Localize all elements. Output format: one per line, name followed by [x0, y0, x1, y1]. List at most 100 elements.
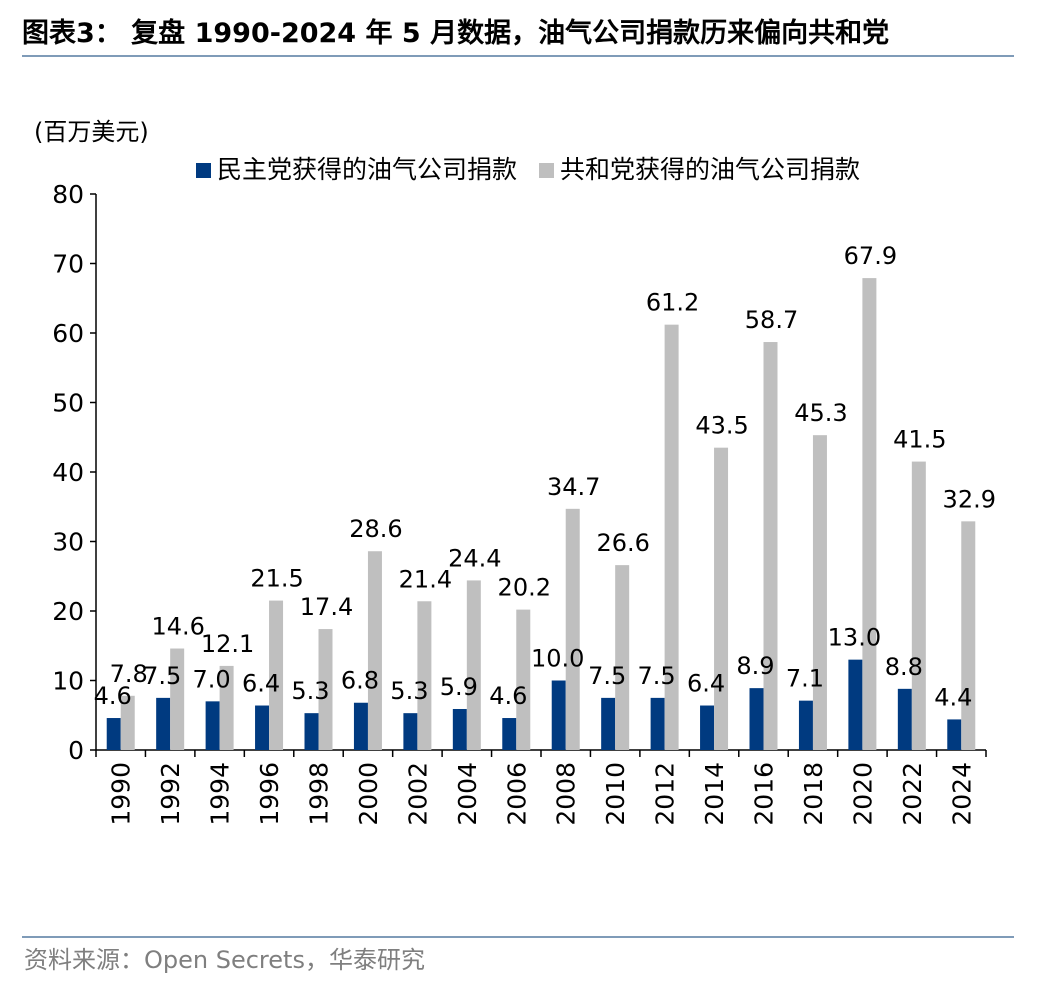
source-divider: [22, 936, 1014, 938]
bar-republican: [269, 600, 284, 750]
data-label-republican: 43.5: [695, 412, 748, 440]
data-label-democrat: 8.9: [736, 652, 774, 680]
data-label-democrat: 5.9: [440, 673, 478, 701]
data-label-republican: 21.5: [250, 565, 303, 593]
data-label-democrat: 10.0: [531, 645, 584, 673]
bar-democrat: [798, 700, 813, 750]
data-label-republican: 67.9: [844, 242, 897, 270]
bar-republican: [120, 695, 135, 750]
bar-democrat: [353, 702, 368, 750]
bar-republican: [417, 601, 432, 750]
data-label-democrat: 8.8: [885, 653, 923, 681]
x-tick-label: 2024: [947, 762, 976, 826]
data-label-democrat: 4.6: [94, 682, 132, 710]
x-tick-label: 2022: [898, 762, 927, 826]
data-label-republican: 12.1: [201, 630, 254, 658]
data-label-republican: 7.8: [110, 660, 148, 688]
bar-democrat: [255, 705, 270, 750]
bar-democrat: [156, 697, 171, 750]
bar-democrat: [403, 713, 418, 750]
bar-republican: [516, 609, 531, 750]
legend-label-democrat: 民主党获得的油气公司捐款: [217, 155, 518, 184]
y-tick-label: 70: [52, 250, 84, 279]
x-tick-label: 2016: [750, 762, 779, 826]
data-label-republican: 34.7: [547, 473, 600, 501]
x-tick-label: 2004: [453, 762, 482, 826]
x-tick-label: 1998: [305, 762, 334, 826]
legend-label-republican: 共和党获得的油气公司捐款: [560, 155, 861, 184]
data-label-democrat: 7.1: [786, 665, 824, 693]
x-tick-label: 2008: [552, 762, 581, 826]
x-tick-label: 2010: [601, 762, 630, 826]
data-label-democrat: 7.5: [143, 662, 181, 690]
bar-democrat: [700, 705, 715, 750]
x-tick-label: 1996: [255, 762, 284, 826]
data-label-democrat: 13.0: [828, 624, 881, 652]
bar-democrat: [304, 713, 319, 750]
data-label-republican: 41.5: [893, 426, 946, 454]
x-tick-label: 2018: [799, 762, 828, 826]
bar-democrat: [848, 659, 863, 750]
data-label-republican: 28.6: [349, 515, 402, 543]
y-tick-label: 0: [68, 736, 84, 765]
bar-republican: [367, 551, 382, 750]
data-label-democrat: 6.4: [687, 670, 725, 698]
y-tick-label: 30: [52, 528, 84, 557]
data-label-republican: 58.7: [745, 306, 798, 334]
bar-democrat: [205, 701, 220, 750]
data-label-democrat: 5.3: [390, 677, 428, 705]
data-label-republican: 32.9: [943, 485, 996, 513]
legend-item-republican: 共和党获得的油气公司捐款: [539, 152, 860, 188]
data-label-republican: 61.2: [646, 289, 699, 317]
data-label-democrat: 4.4: [934, 683, 972, 711]
bar-republican: [862, 278, 877, 750]
x-tick-label: 2006: [502, 762, 531, 826]
chart-legend: 民主党获得的油气公司捐款 共和党获得的油气公司捐款: [196, 152, 882, 188]
figure-title: 图表3： 复盘 1990-2024 年 5 月数据，油气公司捐款历来偏向共和党: [22, 18, 890, 49]
y-axis-unit-label: (百万美元): [34, 118, 149, 146]
data-label-republican: 24.4: [448, 544, 501, 572]
y-tick-label: 80: [52, 180, 84, 209]
y-tick-label: 40: [52, 458, 84, 487]
bar-republican: [664, 324, 679, 750]
legend-swatch-democrat: [196, 162, 211, 178]
bar-chart: 010203040506070804.67.819907.514.619927.…: [52, 180, 996, 826]
bar-democrat: [897, 688, 912, 750]
bar-republican: [318, 629, 333, 750]
x-tick-label: 2014: [700, 762, 729, 826]
bar-democrat: [551, 680, 566, 750]
x-tick-label: 1992: [156, 762, 185, 826]
bar-democrat: [452, 708, 467, 750]
bar-democrat: [749, 688, 764, 750]
y-tick-label: 50: [52, 389, 84, 418]
bar-democrat: [601, 697, 616, 750]
bar-republican: [911, 461, 926, 750]
data-label-democrat: 7.0: [193, 665, 231, 693]
data-label-republican: 17.4: [300, 593, 353, 621]
bar-democrat: [947, 719, 962, 750]
bar-republican: [763, 342, 778, 750]
bar-republican: [714, 447, 729, 750]
data-label-democrat: 7.5: [638, 662, 676, 690]
bar-republican: [466, 580, 481, 750]
bar-democrat: [502, 718, 517, 750]
data-label-democrat: 7.5: [588, 662, 626, 690]
data-label-republican: 20.2: [498, 574, 551, 602]
bar-republican: [615, 565, 630, 750]
y-tick-label: 10: [52, 667, 84, 696]
data-label-republican: 21.4: [399, 565, 452, 593]
source-note: 资料来源：Open Secrets，华泰研究: [24, 946, 425, 974]
title-underline: [22, 55, 1014, 57]
data-label-democrat: 6.8: [341, 667, 379, 695]
bar-republican: [565, 508, 580, 750]
legend-item-democrat: 民主党获得的油气公司捐款: [196, 152, 517, 188]
bar-republican: [219, 665, 234, 750]
bar-republican: [961, 521, 976, 750]
x-tick-label: 1990: [107, 762, 136, 826]
bar-democrat: [106, 718, 121, 750]
data-label-democrat: 6.4: [242, 670, 280, 698]
x-tick-label: 2012: [651, 762, 680, 826]
x-tick-label: 2002: [403, 762, 432, 826]
x-tick-label: 1994: [206, 762, 235, 826]
bar-democrat: [650, 697, 665, 750]
